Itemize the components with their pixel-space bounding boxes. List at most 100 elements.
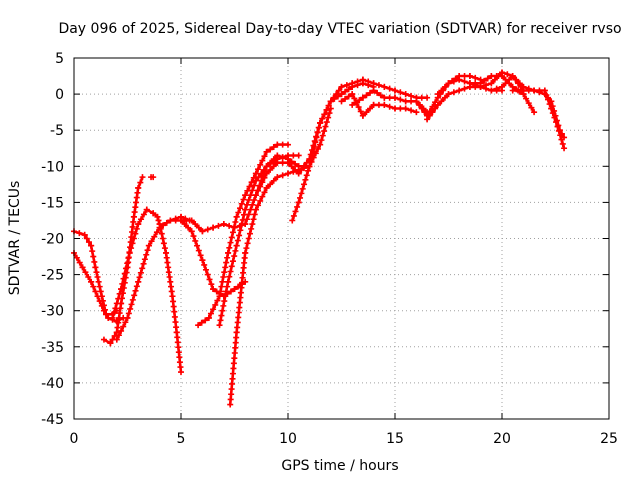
data-point <box>119 280 126 287</box>
data-point <box>306 163 313 170</box>
data-point <box>250 216 257 223</box>
data-point <box>135 221 142 228</box>
data-point <box>349 80 356 87</box>
data-point <box>218 283 225 290</box>
data-point <box>338 83 345 90</box>
data-point <box>247 206 254 213</box>
data-point <box>461 85 468 92</box>
data-point <box>381 83 388 90</box>
data-point <box>251 182 258 189</box>
data-point <box>88 242 95 249</box>
data-point <box>100 307 107 314</box>
data-point <box>224 283 231 290</box>
data-point <box>195 322 202 329</box>
data-point <box>192 221 199 228</box>
data-point <box>342 88 349 95</box>
data-point <box>115 295 122 302</box>
data-point <box>397 96 404 103</box>
data-point <box>181 221 188 228</box>
data-point <box>263 170 270 177</box>
data-point <box>370 87 377 94</box>
data-point <box>160 222 167 229</box>
data-point <box>170 298 177 305</box>
series-arc-10 <box>195 141 291 329</box>
data-point <box>233 242 240 249</box>
data-point <box>234 237 241 244</box>
data-point <box>295 170 302 177</box>
data-point <box>210 306 217 313</box>
data-point <box>301 163 308 170</box>
data-point <box>370 80 377 87</box>
data-point <box>178 369 184 376</box>
data-point <box>292 208 299 215</box>
data-point <box>295 163 302 170</box>
data-point <box>509 87 516 94</box>
data-point <box>413 109 420 116</box>
data-point <box>124 260 131 267</box>
data-point <box>120 323 127 330</box>
data-point <box>375 82 382 89</box>
data-point <box>345 93 352 100</box>
data-point <box>307 158 314 165</box>
data-point <box>115 332 122 339</box>
data-point <box>220 221 227 228</box>
data-point <box>513 76 520 83</box>
data-point <box>424 116 431 123</box>
y-tick-label: -10 <box>41 159 64 175</box>
data-point <box>188 217 195 224</box>
data-point <box>365 78 372 85</box>
data-point <box>195 247 202 254</box>
series-arc-9 <box>167 217 249 300</box>
data-point <box>259 157 266 164</box>
data-point <box>113 300 120 307</box>
data-point <box>242 221 249 228</box>
data-point <box>249 187 256 194</box>
data-point <box>499 83 505 90</box>
data-point <box>246 230 253 237</box>
data-point <box>257 161 264 168</box>
data-point <box>135 184 142 191</box>
data-point <box>252 206 259 213</box>
y-tick-label: 5 <box>55 51 64 67</box>
data-point <box>127 305 134 312</box>
data-point <box>158 230 165 237</box>
data-point <box>363 109 370 116</box>
data-point <box>392 87 398 94</box>
data-point <box>227 401 234 408</box>
data-point <box>424 94 431 101</box>
data-point <box>506 76 513 83</box>
data-point <box>240 196 247 203</box>
data-point <box>270 163 277 170</box>
data-point <box>150 210 157 217</box>
data-point <box>386 103 393 110</box>
series-trace <box>291 82 375 222</box>
data-point <box>319 132 326 139</box>
data-point <box>318 137 325 144</box>
series-arc-4 <box>148 174 157 181</box>
data-point <box>76 230 83 237</box>
data-point <box>548 98 555 105</box>
data-point <box>194 242 201 249</box>
data-point <box>97 288 104 295</box>
data-point <box>113 336 120 343</box>
data-point <box>237 227 244 234</box>
data-point <box>334 93 341 100</box>
data-point <box>261 174 268 181</box>
data-point <box>321 111 328 118</box>
data-point <box>536 89 543 96</box>
data-point <box>140 211 147 218</box>
data-point <box>279 154 286 161</box>
data-point <box>160 240 167 247</box>
data-point <box>210 224 217 231</box>
data-point <box>138 216 145 223</box>
data-point <box>263 148 270 155</box>
data-point <box>217 288 224 295</box>
x-axis-title: GPS time / hours <box>281 458 398 474</box>
data-point <box>120 275 127 282</box>
data-point <box>438 87 445 94</box>
data-point <box>135 278 142 285</box>
data-point <box>125 255 132 262</box>
data-point <box>392 105 398 112</box>
data-point <box>357 108 364 115</box>
data-point <box>309 148 316 155</box>
